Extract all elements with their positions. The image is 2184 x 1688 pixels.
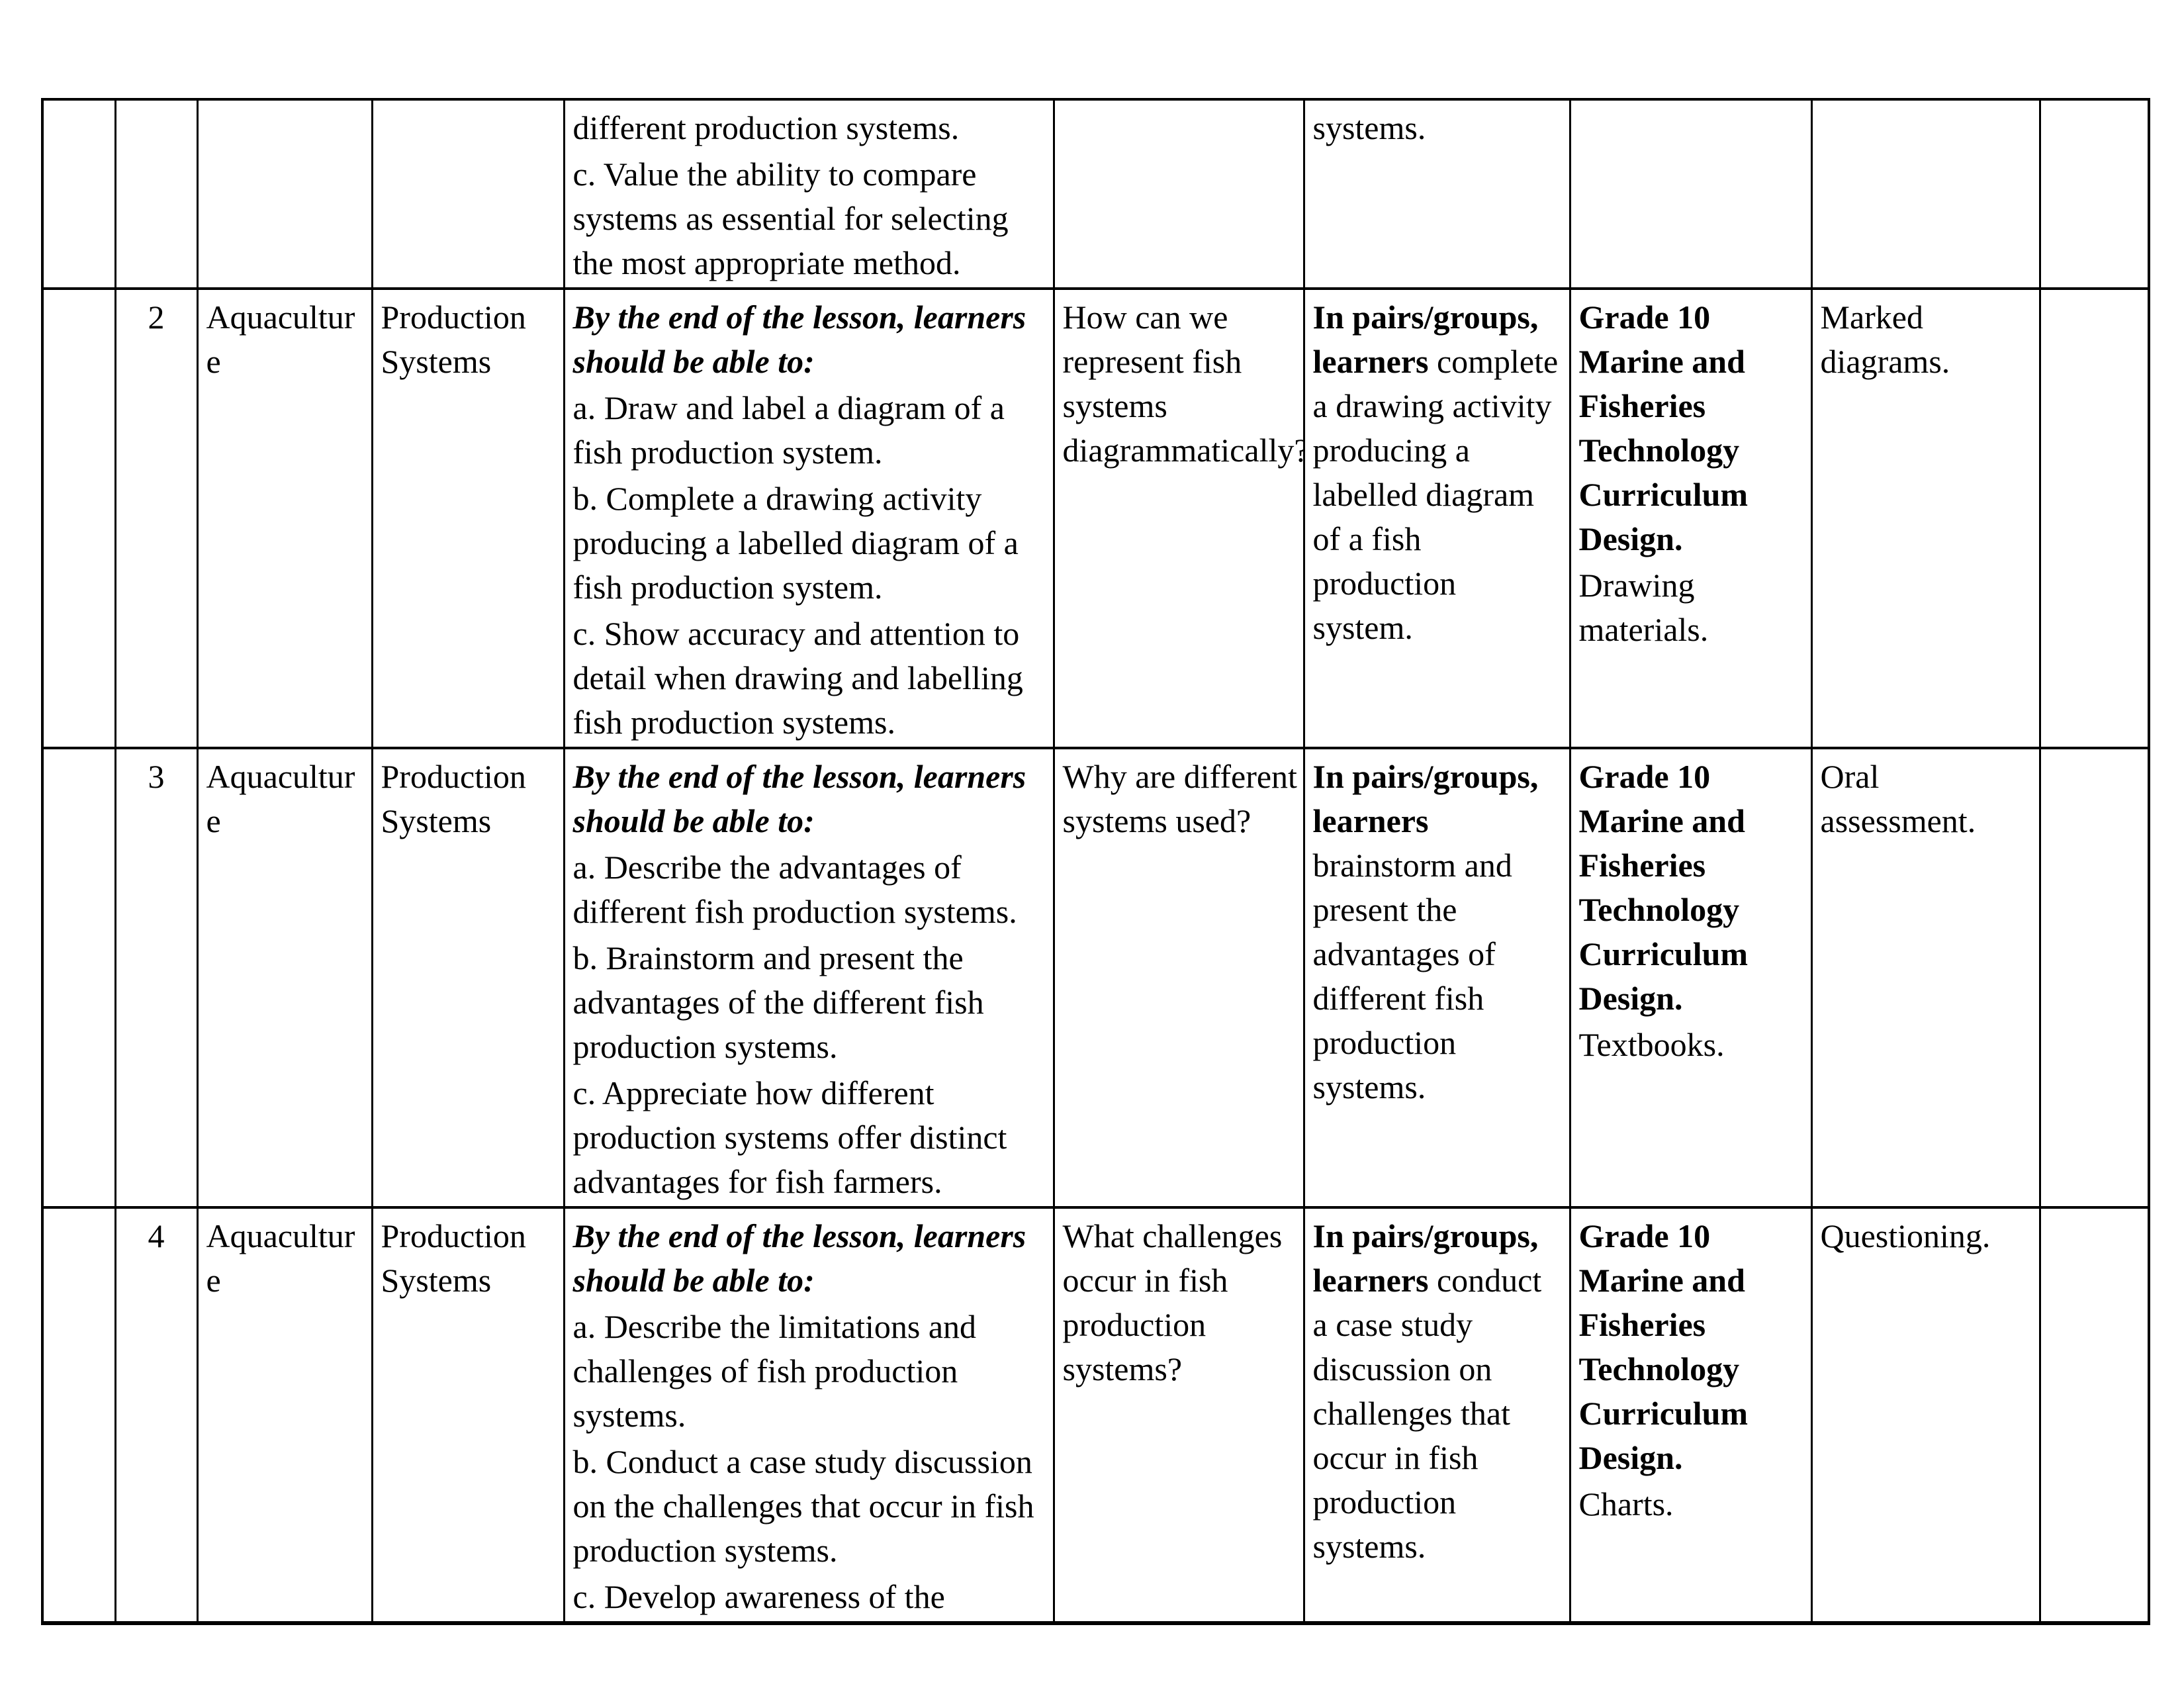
cell-learning-outcomes: different production systems. c. Value t… [563, 98, 1055, 290]
cell-learning-outcomes: By the end of the lesson, learners shoul… [563, 747, 1055, 1209]
cell-strand: Aquaculture [196, 747, 373, 1209]
lesson-number: 2 [148, 299, 165, 336]
resources-materials: Textbooks. [1578, 1026, 1725, 1063]
outcome-item-c: c. Value the ability to compare systems … [572, 156, 1009, 281]
strand-text: Aquaculture [206, 758, 355, 839]
assessment-text: Marked diagrams. [1820, 299, 1950, 380]
table-row-lesson-2: 2 Aquaculture Production Systems By the … [41, 287, 2150, 749]
sub-strand-text: Production Systems [381, 299, 526, 380]
assessment-text: Questioning. [1820, 1217, 1991, 1254]
outcomes-header: By the end of the lesson, learners shoul… [572, 299, 1026, 380]
inquiry-text: What challenges occur in fish production… [1062, 1217, 1283, 1387]
cell-learning-experiences: In pairs/groups, learners brainstorm and… [1302, 747, 1571, 1209]
experiences-rest: conduct a case study discussion on chall… [1312, 1262, 1542, 1565]
cell-lesson-number: 2 [114, 287, 199, 749]
table-row-lesson-3: 3 Aquaculture Production Systems By the … [41, 747, 2150, 1209]
cell-learning-resources: Grade 10 Marine and Fisheries Technology… [1569, 747, 1813, 1209]
experiences-lead-bold: In pairs/groups, learners [1312, 299, 1539, 380]
cell-key-inquiry-question: How can we represent fish systems diagra… [1052, 287, 1305, 749]
cell-learning-resources: Grade 10 Marine and Fisheries Technology… [1569, 1206, 1813, 1624]
outcomes-header: By the end of the lesson, learners shoul… [572, 758, 1026, 839]
cell-remarks [2038, 287, 2150, 749]
cell-sub-strand: Production Systems [371, 287, 565, 749]
cell-strand [196, 98, 373, 290]
assessment-text: Oral assessment. [1820, 758, 1976, 839]
experiences-text: In pairs/groups, learners complete a dra… [1313, 295, 1564, 650]
cell-assessment: Questioning. [1810, 1206, 2041, 1624]
lesson-number: 3 [148, 758, 165, 795]
outcome-item-b: b. Brainstorm and present the advantages… [572, 939, 984, 1065]
inquiry-text: Why are different systems used? [1062, 758, 1297, 839]
cell-learning-resources [1569, 98, 1813, 290]
cell-sub-strand [371, 98, 565, 290]
cell-remarks [2038, 747, 2150, 1209]
experiences-continuation: systems. [1312, 109, 1426, 146]
inquiry-text: How can we represent fish systems diagra… [1062, 299, 1304, 469]
cell-sub-strand: Production Systems [371, 1206, 565, 1624]
experiences-rest: complete a drawing activity producing a … [1312, 343, 1559, 646]
outcome-item-a: a. Describe the limitations and challeng… [572, 1308, 977, 1434]
cell-key-inquiry-question: Why are different systems used? [1052, 747, 1305, 1209]
cell-learning-experiences: systems. [1302, 98, 1571, 290]
resources-curriculum-design: Grade 10 Marine and Fisheries Technology… [1578, 758, 1749, 1017]
outcomes-header: By the end of the lesson, learners shoul… [572, 1217, 1026, 1299]
cell-learning-outcomes: By the end of the lesson, learners shoul… [563, 1206, 1055, 1624]
cell-week [41, 747, 116, 1209]
cell-key-inquiry-question [1052, 98, 1305, 290]
outcome-item-a: a. Describe the advantages of different … [572, 849, 1017, 930]
outcome-item-c: c. Appreciate how different production s… [572, 1074, 1007, 1200]
cell-learning-experiences: In pairs/groups, learners complete a dra… [1302, 287, 1571, 749]
cell-learning-outcomes: By the end of the lesson, learners shoul… [563, 287, 1055, 749]
lesson-plan-table: different production systems. c. Value t… [41, 98, 2150, 1625]
outcome-item-b: b. Complete a drawing activity producing… [572, 480, 1019, 606]
lesson-number: 4 [148, 1217, 165, 1254]
cell-remarks [2038, 1206, 2150, 1624]
cell-learning-experiences: In pairs/groups, learners conduct a case… [1302, 1206, 1571, 1624]
cell-week [41, 1206, 116, 1624]
resources-curriculum-design: Grade 10 Marine and Fisheries Technology… [1578, 1217, 1749, 1476]
cell-assessment: Oral assessment. [1810, 747, 2041, 1209]
resources-materials: Charts. [1578, 1485, 1674, 1523]
experiences-text: In pairs/groups, learners conduct a case… [1313, 1214, 1564, 1569]
cell-assessment: Marked diagrams. [1810, 287, 2041, 749]
cell-lesson-number [114, 98, 199, 290]
sub-strand-text: Production Systems [381, 758, 526, 839]
strand-text: Aquaculture [206, 1217, 355, 1299]
resources-materials: Drawing materials. [1578, 567, 1709, 648]
cell-remarks [2038, 98, 2150, 290]
cell-key-inquiry-question: What challenges occur in fish production… [1052, 1206, 1305, 1624]
outcome-continuation: different production systems. [572, 109, 960, 146]
table-row-lesson-4: 4 Aquaculture Production Systems By the … [41, 1206, 2150, 1624]
outcome-item-b: b. Conduct a case study discussion on th… [572, 1443, 1034, 1569]
sub-strand-text: Production Systems [381, 1217, 526, 1299]
cell-week [41, 98, 116, 290]
cell-learning-resources: Grade 10 Marine and Fisheries Technology… [1569, 287, 1813, 749]
cell-lesson-number: 3 [114, 747, 199, 1209]
outcome-item-c: c. Develop awareness of the [572, 1578, 945, 1615]
table-row-continuation: different production systems. c. Value t… [41, 98, 2150, 290]
cell-week [41, 287, 116, 749]
cell-sub-strand: Production Systems [371, 747, 565, 1209]
outcome-item-c: c. Show accuracy and attention to detail… [572, 615, 1023, 741]
experiences-text: In pairs/groups, learners brainstorm and… [1313, 755, 1564, 1109]
cell-assessment [1810, 98, 2041, 290]
outcome-item-a: a. Draw and label a diagram of a fish pr… [572, 389, 1005, 471]
cell-lesson-number: 4 [114, 1206, 199, 1624]
cell-strand: Aquaculture [196, 1206, 373, 1624]
resources-curriculum-design: Grade 10 Marine and Fisheries Technology… [1578, 299, 1749, 557]
experiences-rest: brainstorm and present the advantages of… [1312, 847, 1512, 1105]
strand-text: Aquaculture [206, 299, 355, 380]
experiences-lead-bold: In pairs/groups, learners [1312, 1217, 1539, 1299]
experiences-lead-bold: In pairs/groups, learners [1312, 758, 1539, 839]
cell-strand: Aquaculture [196, 287, 373, 749]
